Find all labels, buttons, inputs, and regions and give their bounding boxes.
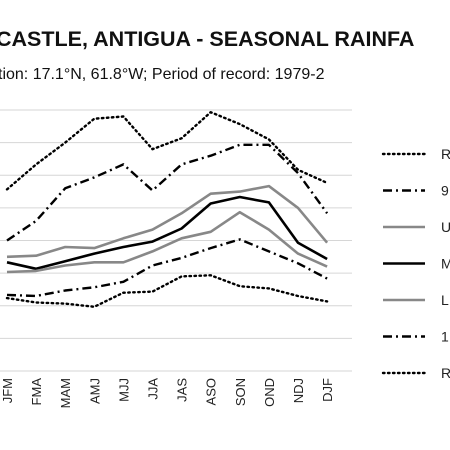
x-tick-label-jfm: JFM [0, 378, 15, 403]
x-tick-label-ndj: NDJ [291, 378, 306, 403]
legend: R 9 U M L 1 R [381, 146, 450, 381]
x-tick-label-aso: ASO [204, 378, 219, 405]
series-lines [5, 110, 329, 308]
series-line-4 [6, 195, 328, 271]
series-line-2 [6, 143, 329, 242]
x-tick-label-jas: JAS [175, 378, 190, 402]
chart-title: CASTLE, ANTIGUA - SEASONAL RAINFA [0, 27, 414, 51]
x-axis: JFM FMA MAM AMJ MJJ JJA JAS ASO SON OND NDJ DJF [0, 378, 335, 409]
series-line-1 [5, 110, 329, 191]
x-tick-label-djf: DJF [320, 378, 335, 402]
x-tick-label-mam: MAM [58, 378, 73, 408]
legend-label-4: M [441, 256, 450, 272]
legend-label-7: R [441, 365, 450, 381]
chart-subtitle: tion: 17.1°N, 61.8°W; Period of record: … [0, 66, 325, 83]
series-line-5 [6, 210, 328, 274]
series-line-6 [6, 238, 328, 298]
x-tick-label-son: SON [233, 378, 248, 406]
x-tick-label-jja: JJA [146, 378, 161, 400]
x-tick-label-amj: AMJ [87, 378, 102, 404]
legend-label-2: 9 [441, 183, 449, 199]
x-tick-label-mjj: MJJ [116, 378, 131, 402]
legend-label-5: L [441, 292, 449, 308]
x-tick-label-fma: FMA [29, 378, 44, 406]
legend-label-1: R [441, 146, 450, 162]
legend-label-6: 1 [441, 329, 449, 345]
series-line-7 [5, 274, 329, 308]
legend-label-3: U [441, 219, 450, 235]
x-tick-label-ond: OND [262, 378, 277, 407]
series-line-3 [6, 184, 329, 259]
